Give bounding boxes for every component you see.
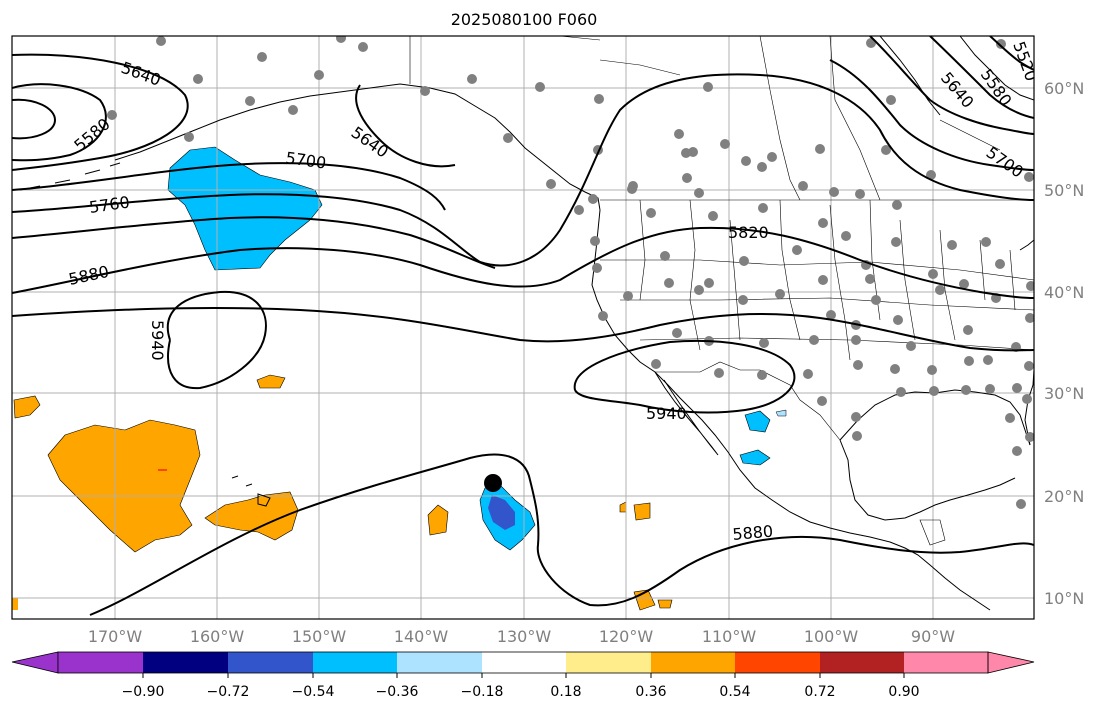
colorbar-tick-label: −0.90 bbox=[122, 684, 165, 700]
contour-5760 bbox=[12, 73, 1034, 267]
colorbar-segment bbox=[735, 652, 820, 673]
colorbar-tick-label: −0.36 bbox=[376, 684, 419, 700]
colorbar-segment bbox=[482, 652, 566, 673]
contour-label: 5940 bbox=[148, 320, 167, 361]
colorbar-max-extension bbox=[987, 651, 1035, 674]
contour-5520-east bbox=[989, 36, 1034, 71]
contour-label: 5820 bbox=[728, 223, 769, 242]
positive-anomaly-small-3 bbox=[633, 502, 651, 521]
colorbar-segment bbox=[143, 652, 228, 673]
map-title: 2025080100 F060 bbox=[450, 10, 598, 29]
lon-label: 160°W bbox=[190, 627, 245, 646]
colorbar-tick-label: −0.54 bbox=[292, 684, 335, 700]
contour-5880-long bbox=[12, 306, 1034, 352]
contour-5700-east bbox=[829, 59, 1034, 171]
colorbar-tick-label: 0.36 bbox=[635, 684, 666, 700]
contour-5640-east bbox=[869, 36, 1034, 135]
lon-label: 170°W bbox=[88, 627, 143, 646]
lon-label: 140°W bbox=[394, 627, 449, 646]
lat-label: 20°N bbox=[1044, 487, 1084, 506]
colorbar-frame bbox=[57, 651, 989, 674]
contour-label: 5880 bbox=[732, 522, 774, 544]
height-contours bbox=[12, 36, 1034, 616]
contour-low-center bbox=[12, 98, 57, 140]
positive-anomaly-east-of-hawaii bbox=[204, 491, 299, 541]
positive-anomaly-edge bbox=[12, 598, 18, 610]
positive-anomaly-small-2 bbox=[427, 504, 449, 536]
colorbar-segment bbox=[820, 652, 904, 673]
lon-label: 110°W bbox=[702, 627, 757, 646]
state-borders bbox=[409, 36, 1034, 546]
positive-anomaly-small-1 bbox=[256, 374, 286, 389]
positive-anomaly-small-5 bbox=[657, 599, 673, 609]
graticule bbox=[12, 36, 1034, 619]
lon-label: 150°W bbox=[292, 627, 347, 646]
longitude-labels: 170°W 160°W 150°W 140°W 130°W 120°W 110°… bbox=[88, 627, 955, 646]
lon-label: 120°W bbox=[599, 627, 654, 646]
negative-anomaly-mexico-2 bbox=[739, 449, 771, 466]
colorbar: −0.90 −0.72 −0.54 −0.36 −0.18 0.18 0.36 … bbox=[11, 651, 1035, 700]
gulf-coast bbox=[839, 389, 1031, 446]
contour-label: 5940 bbox=[646, 404, 687, 423]
baja-california bbox=[654, 371, 719, 456]
west-coast bbox=[591, 209, 991, 611]
anomaly-shading bbox=[12, 146, 787, 611]
contour-5580-east bbox=[929, 36, 1034, 119]
colorbar-tick-label: 0.54 bbox=[719, 684, 750, 700]
colorbar-tick-label: 0.18 bbox=[550, 684, 581, 700]
positive-anomaly-hawaii bbox=[47, 419, 201, 553]
lat-label: 30°N bbox=[1044, 384, 1084, 403]
lon-label: 100°W bbox=[804, 627, 859, 646]
positive-anomaly-west-edge bbox=[13, 395, 41, 419]
contour-5640-west bbox=[12, 53, 189, 171]
negative-anomaly-mexico-3 bbox=[775, 409, 787, 417]
negative-anomaly-mexico-1 bbox=[744, 410, 771, 433]
latitude-labels: 60°N 50°N 40°N 30°N 20°N 10°N bbox=[1044, 79, 1084, 608]
colorbar-segment bbox=[58, 652, 143, 673]
lat-label: 10°N bbox=[1044, 589, 1084, 608]
colorbar-segment bbox=[397, 652, 482, 673]
strong-negative-anomaly-storm bbox=[488, 495, 515, 530]
colorbar-segment bbox=[313, 652, 397, 673]
colorbar-tick-label: 0.72 bbox=[804, 684, 835, 700]
contour-5640-alaska bbox=[355, 84, 456, 168]
contour-5580-west bbox=[12, 83, 107, 162]
contour-5700 bbox=[12, 162, 446, 211]
contour-5940-mexico bbox=[573, 339, 796, 414]
contour-5940-high-west bbox=[167, 290, 267, 390]
colorbar-segment bbox=[651, 652, 735, 673]
lon-label: 130°W bbox=[497, 627, 552, 646]
contour-5880-storm bbox=[89, 453, 1034, 616]
colorbar-tick-label: 0.90 bbox=[888, 684, 919, 700]
lat-label: 60°N bbox=[1044, 79, 1084, 98]
colorbar-tick-label: −0.72 bbox=[207, 684, 250, 700]
colorbar-tick-label: −0.18 bbox=[461, 684, 504, 700]
contour-5820-inner bbox=[12, 216, 496, 269]
lat-label: 40°N bbox=[1044, 283, 1084, 302]
lat-label: 50°N bbox=[1044, 181, 1084, 200]
colorbar-segment bbox=[904, 652, 988, 673]
storm-center-marker bbox=[484, 474, 502, 492]
hawaii-islands bbox=[231, 475, 271, 507]
mexico-east-coast bbox=[839, 439, 1016, 521]
colorbar-segment bbox=[228, 652, 313, 673]
negative-anomaly-northpacific bbox=[167, 146, 323, 271]
map-frame bbox=[11, 35, 1035, 620]
contour-5880 bbox=[12, 226, 1034, 299]
colorbar-min-extension bbox=[11, 651, 59, 674]
alaska-coast bbox=[114, 83, 601, 211]
strong-positive-anomaly bbox=[158, 469, 167, 471]
lon-label: 90°W bbox=[911, 627, 955, 646]
colorbar-segment bbox=[566, 652, 651, 673]
hudson-bay-area bbox=[879, 36, 1034, 116]
